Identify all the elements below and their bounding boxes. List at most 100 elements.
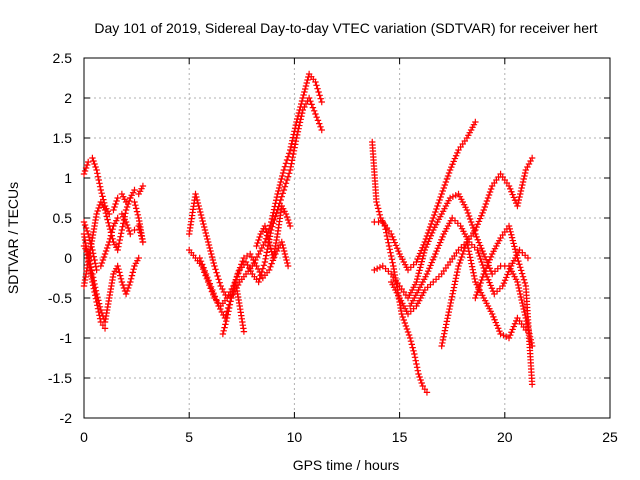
data-point-interp xyxy=(262,226,269,233)
data-point-interp xyxy=(304,76,311,84)
data-point-interp xyxy=(233,273,241,281)
data-point-interp xyxy=(447,299,454,307)
data-point-interp xyxy=(449,161,456,168)
data-point-interp xyxy=(485,259,492,266)
data-point-interp xyxy=(501,277,509,284)
data-point-interp xyxy=(92,260,99,267)
data-point-interp xyxy=(107,229,115,236)
data-point-interp xyxy=(263,252,270,259)
data-point-interp xyxy=(119,281,127,289)
data-point-interp xyxy=(451,155,459,162)
data-point-interp xyxy=(123,287,131,295)
data-point-interp xyxy=(516,287,523,295)
data-point-interp xyxy=(438,236,445,243)
data-point-interp xyxy=(440,184,447,192)
data-point xyxy=(505,182,513,190)
data-point-interp xyxy=(506,265,514,273)
data-point-interp xyxy=(94,207,101,215)
data-point xyxy=(106,222,113,230)
data-point-interp xyxy=(207,283,215,290)
data-point-interp xyxy=(272,213,279,220)
data-point-interp xyxy=(95,204,102,212)
data-point xyxy=(318,98,325,106)
data-point-interp xyxy=(213,269,220,276)
data-point xyxy=(101,325,109,332)
data-point-interp xyxy=(115,243,122,250)
data-point-interp xyxy=(195,202,202,210)
data-point-interp xyxy=(503,333,510,340)
data-point-interp xyxy=(116,272,124,279)
data-point-interp xyxy=(479,247,486,255)
data-point-interp xyxy=(115,240,123,247)
data-point-interp xyxy=(197,208,204,216)
data-point-interp xyxy=(517,190,524,198)
data-point-interp xyxy=(412,357,419,364)
data-point-interp xyxy=(429,217,436,225)
data-point-interp xyxy=(263,249,271,256)
data-point-interp xyxy=(510,194,518,201)
data-point-interp xyxy=(265,235,272,242)
data-point-interp xyxy=(211,293,219,300)
data-point-interp xyxy=(507,331,514,339)
data-point xyxy=(421,246,429,254)
data-point xyxy=(505,222,513,230)
data-point-interp xyxy=(503,274,510,281)
data-point-interp xyxy=(527,157,534,165)
data-point-interp xyxy=(98,259,106,267)
grid-lines xyxy=(84,58,610,418)
data-point-interp xyxy=(124,284,132,292)
data-point-interp xyxy=(420,249,428,257)
data-point-interp xyxy=(284,259,291,267)
data-point-interp xyxy=(508,231,515,238)
data-point xyxy=(497,330,504,338)
data-point xyxy=(217,282,224,290)
data-point-interp xyxy=(212,296,220,303)
data-point xyxy=(219,330,227,338)
data-point xyxy=(114,262,121,270)
data-point xyxy=(488,310,496,318)
data-point-interp xyxy=(254,239,261,247)
data-point-interp xyxy=(308,101,315,108)
data-point-interp xyxy=(414,367,422,374)
data-point-interp xyxy=(494,325,502,332)
data-point-interp xyxy=(507,185,514,193)
data-point-interp xyxy=(493,322,501,329)
data-point-interp xyxy=(486,256,493,263)
data-point-interp xyxy=(417,376,424,384)
data-point-interp xyxy=(519,181,526,189)
data-point-interp xyxy=(516,193,523,201)
data-point-interp xyxy=(133,208,141,215)
data-point-interp xyxy=(283,213,291,221)
data-point-interp xyxy=(456,259,463,267)
data-point-interp xyxy=(435,199,442,207)
data-point xyxy=(446,194,454,202)
data-point-interp xyxy=(200,223,208,231)
data-point-interp xyxy=(194,199,202,207)
data-point-interp xyxy=(105,219,112,226)
data-point-interp xyxy=(205,241,213,249)
data-point-interp xyxy=(199,261,206,268)
data-point-interp xyxy=(317,95,324,102)
data-point-interp xyxy=(449,290,456,297)
data-point-interp xyxy=(465,212,473,220)
data-point-interp xyxy=(526,333,534,340)
data-point-interp xyxy=(484,194,492,202)
data-point-interp xyxy=(517,293,525,301)
data-point-interp xyxy=(199,217,206,225)
data-point-interp xyxy=(124,224,132,232)
data-point-interp xyxy=(283,176,291,184)
data-point xyxy=(282,210,290,218)
data-point-interp xyxy=(271,216,278,224)
data-point xyxy=(387,230,395,238)
data-point-interp xyxy=(375,208,383,215)
data-point-interp xyxy=(467,218,475,226)
data-point-interp xyxy=(466,251,473,258)
data-point-interp xyxy=(96,183,104,190)
data-point-interp xyxy=(106,226,114,233)
data-point-interp xyxy=(210,290,217,297)
data-point-interp xyxy=(256,233,263,241)
data-point-interp xyxy=(487,253,495,261)
y-tick-label: 2 xyxy=(64,90,72,106)
data-point-interp xyxy=(119,223,126,230)
